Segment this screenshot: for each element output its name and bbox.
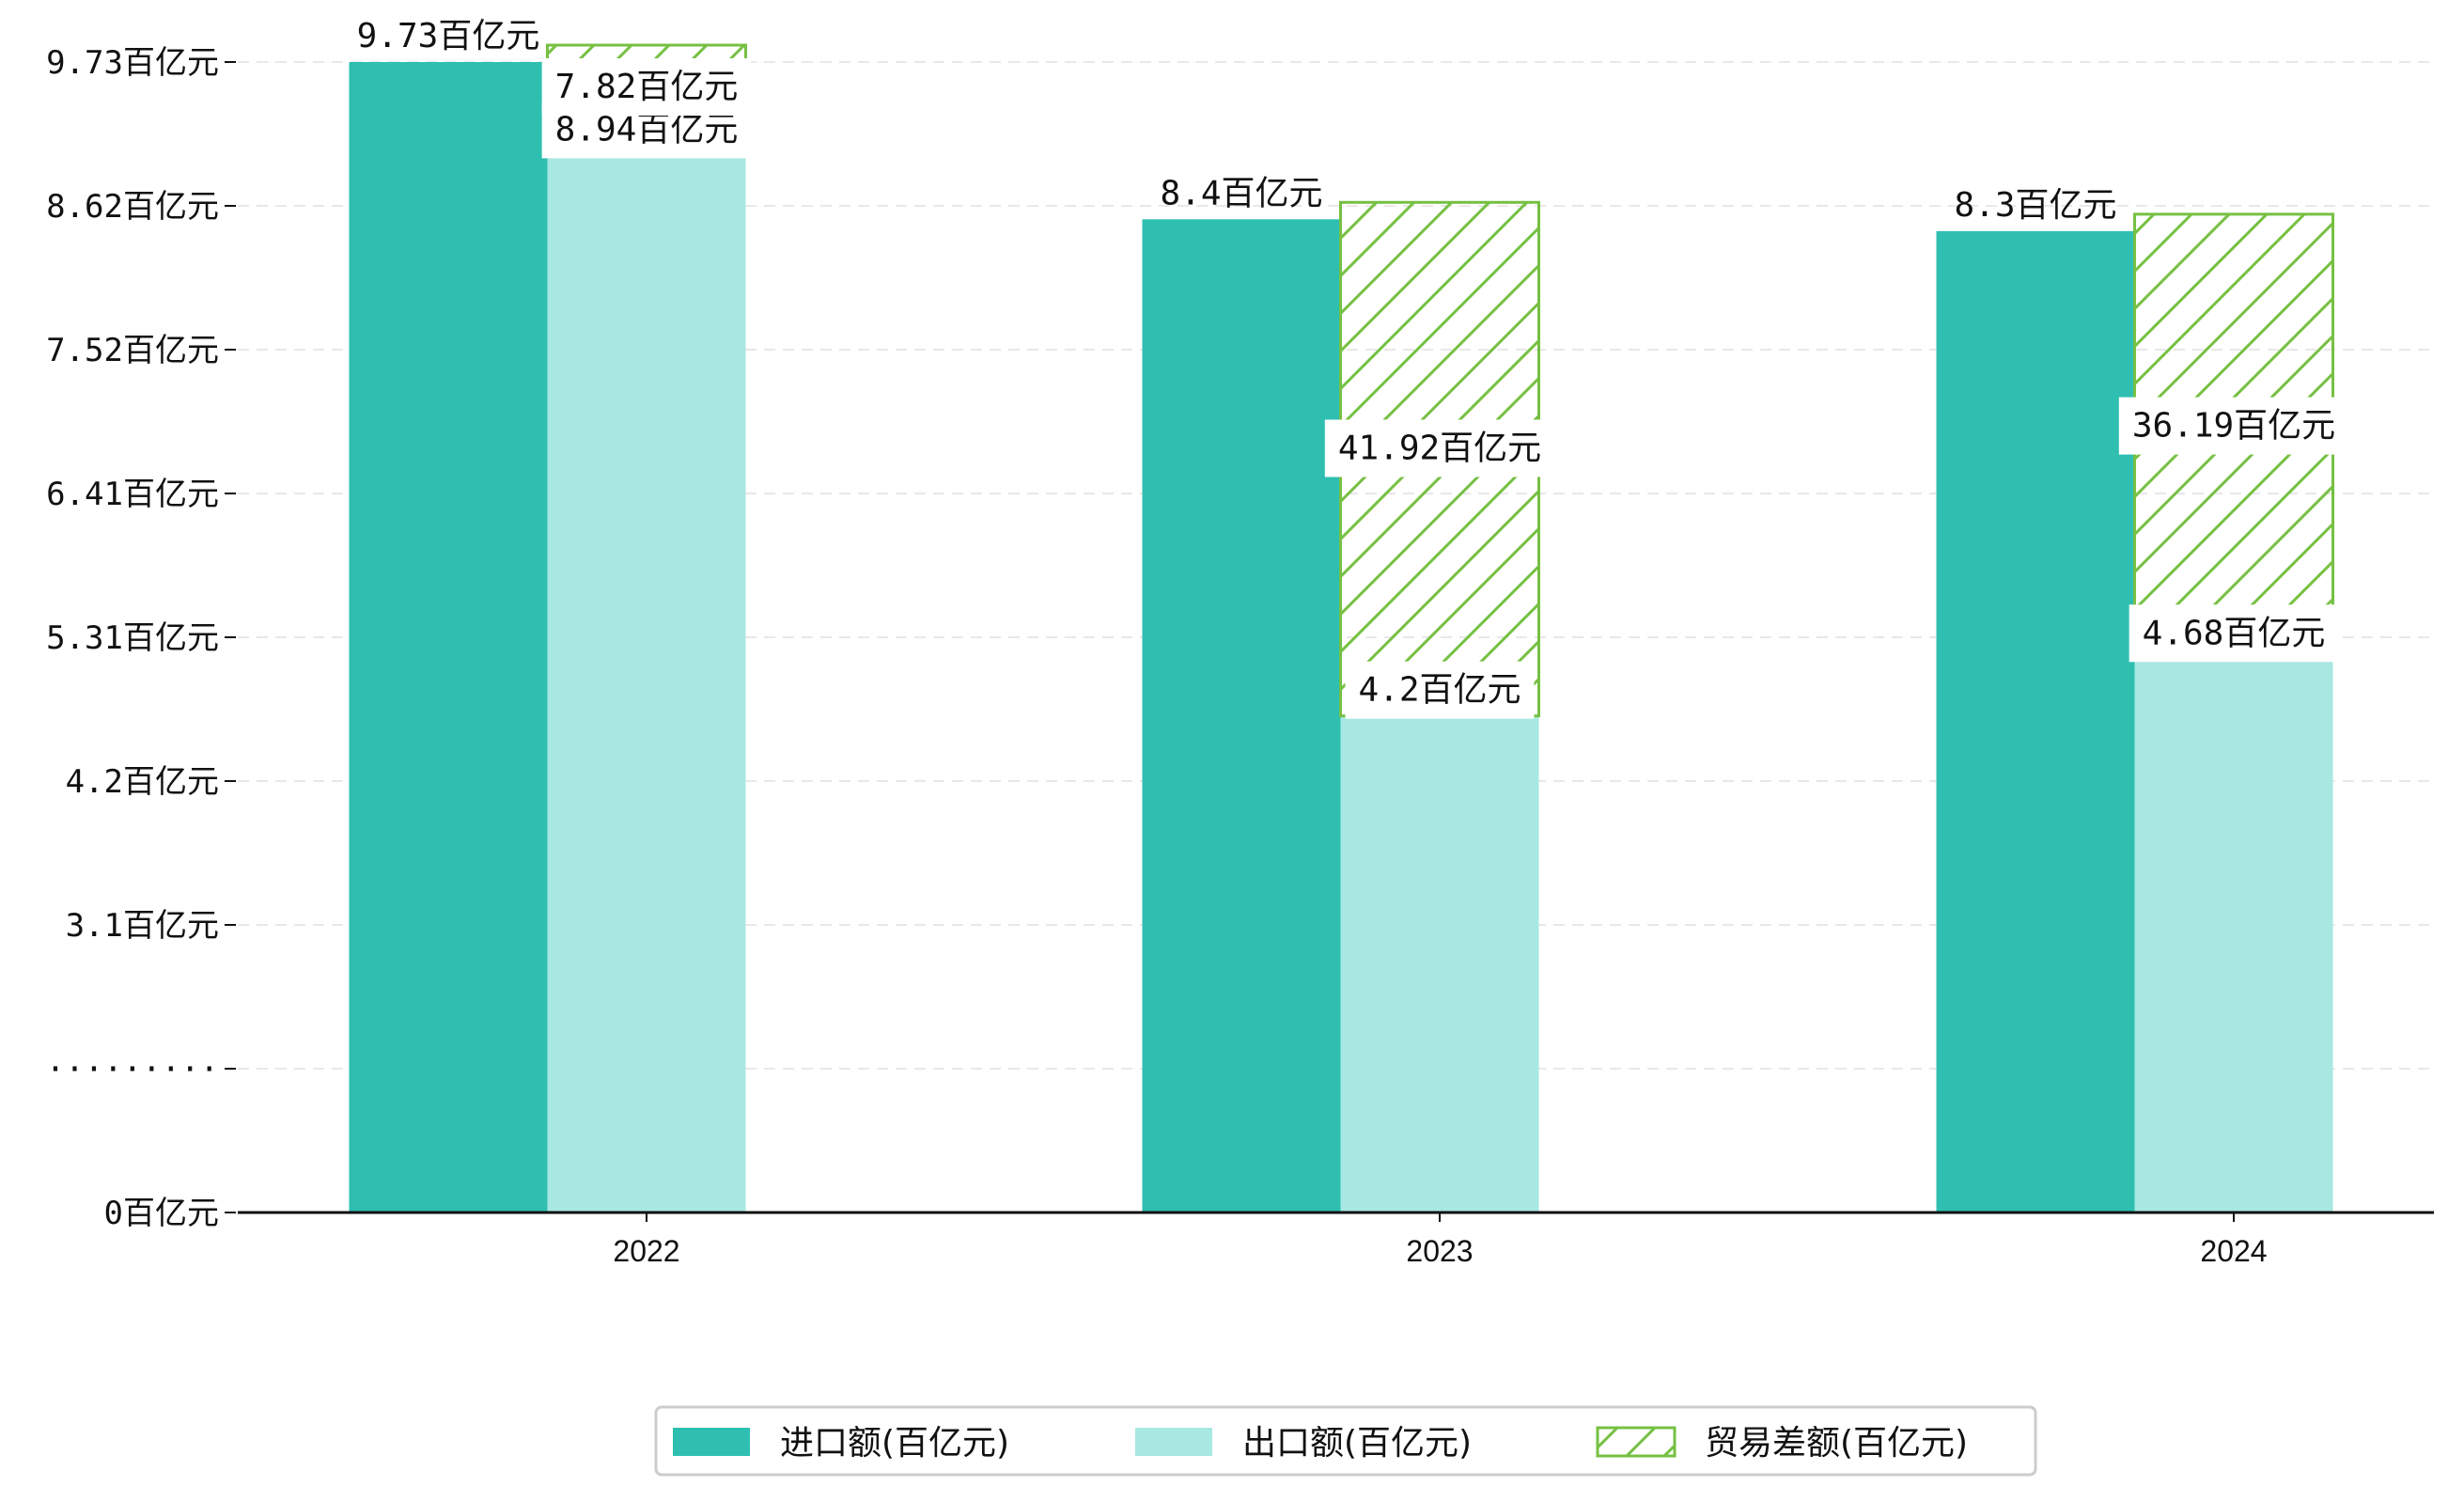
y-tick-label: 3.1百亿元 (66, 907, 219, 945)
legend-label-imports: 进口额(百亿元) (780, 1424, 1009, 1463)
data-labels: 9.73百亿元 8.94百亿元 7.82百亿元 8.4百亿元 4.2百亿元 41.92百亿… (357, 17, 2349, 719)
data-label-exports-2023: 4.2百亿元 (1358, 671, 1521, 710)
label-bg (1345, 661, 1535, 719)
bar-exports-2022 (547, 155, 746, 1213)
axes: 0百亿元 ········· 3.1百亿元 4.2百亿元 5.31百亿元 6.41百亿元 7… (46, 44, 2434, 1268)
x-tick-label: 2022 (613, 1234, 679, 1268)
bars (349, 43, 2334, 1213)
label-bg (2129, 604, 2339, 663)
data-label-imports-2022: 9.73百亿元 (357, 17, 540, 55)
bar-imports-2024 (1936, 230, 2135, 1213)
legend-label-trade-balance: 贸易差额(百亿元) (1705, 1424, 1968, 1463)
y-tick-label: 0百亿元 (104, 1195, 219, 1232)
bar-exports-2023 (1340, 715, 1539, 1213)
x-tick-label: 2024 (2200, 1234, 2267, 1268)
data-label-imports-2024: 8.3百亿元 (1954, 186, 2116, 225)
data-label-exports-2022: 8.94百亿元 (555, 110, 739, 149)
y-tick-label: 4.2百亿元 (66, 763, 219, 801)
data-label-imports-2023: 8.4百亿元 (1160, 174, 1322, 212)
data-label-trade-balance-2024: 36.19百亿元 (2132, 407, 2335, 446)
data-label-trade-balance-2023: 41.92百亿元 (1338, 429, 1541, 467)
y-tick-label: ········· (46, 1051, 219, 1088)
legend: 进口额(百亿元) 出口额(百亿元) 贸易差额(百亿元) (654, 1405, 2037, 1477)
bar-exports-2024 (2134, 659, 2333, 1213)
y-tick-label: 5.31百亿元 (46, 619, 219, 657)
data-label-trade-balance-2022: 7.82百亿元 (555, 68, 739, 106)
legend-swatch-trade-balance (1596, 1426, 1676, 1458)
y-tick-label: 9.73百亿元 (46, 44, 219, 82)
label-bg (1324, 419, 1555, 477)
label-bg (541, 58, 752, 116)
bar-imports-2022 (349, 62, 548, 1213)
legend-swatch-imports (673, 1428, 750, 1456)
bar-imports-2023 (1142, 219, 1341, 1213)
y-tick-label: 8.62百亿元 (46, 188, 219, 226)
y-tick-label: 6.41百亿元 (46, 476, 219, 513)
legend-label-exports: 出口额(百亿元) (1242, 1424, 1472, 1463)
y-tick-label: 7.52百亿元 (46, 332, 219, 369)
legend-frame (654, 1405, 2037, 1477)
label-bg (2118, 397, 2349, 455)
x-tick-label: 2023 (1406, 1234, 1473, 1268)
legend-swatch-exports (1135, 1428, 1212, 1456)
data-label-exports-2024: 4.68百亿元 (2143, 614, 2326, 652)
